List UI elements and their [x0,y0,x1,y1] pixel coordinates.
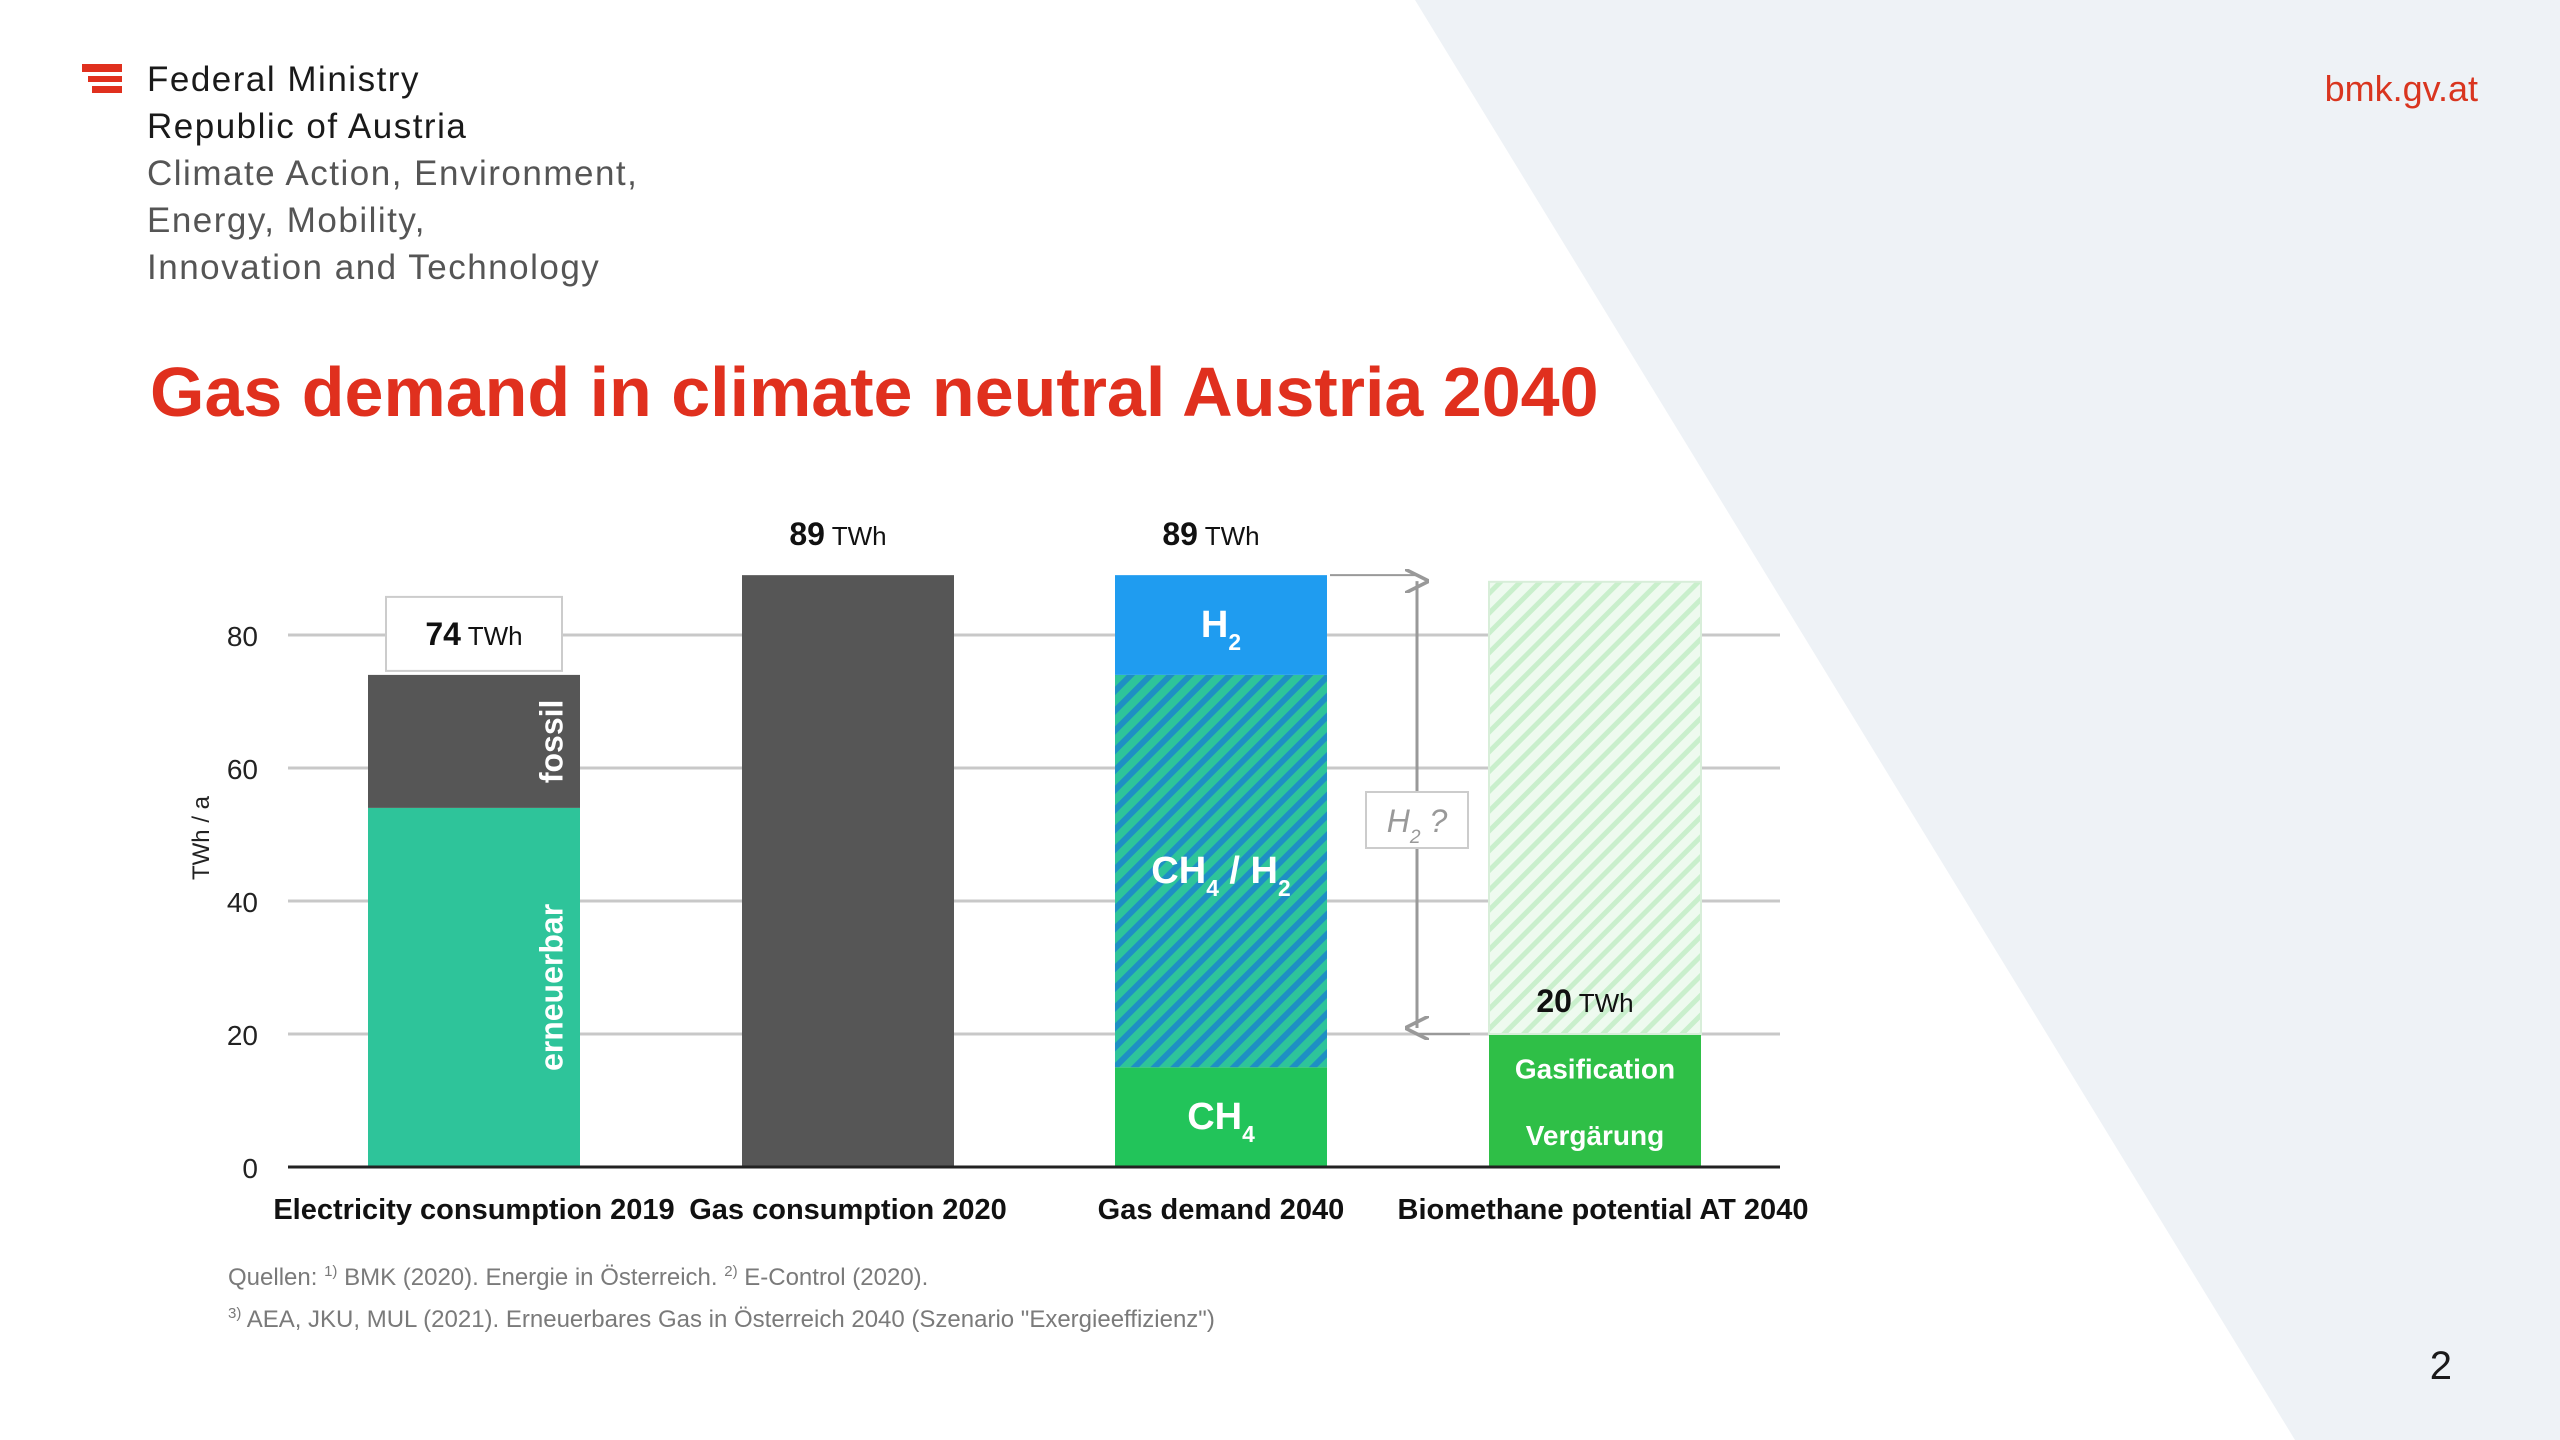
y-tick-label: 0 [242,1153,258,1184]
bar-segment [368,674,580,808]
site-link[interactable]: bmk.gv.at [2324,68,2478,109]
annotation-label: H2 ? [1387,803,1448,848]
y-tick-label: 20 [227,1020,258,1051]
total-label: 74 TWh [425,616,522,652]
total-label: 89 TWh [789,516,886,552]
ministry-name: Federal Ministry Republic of Austria Cli… [147,56,638,291]
source-text: AEA, JKU, MUL (2021). Erneuerbares Gas i… [241,1306,1215,1333]
total-label-box [385,595,563,672]
segment-label: H2 [1201,604,1241,655]
segment-label: CH4 / H2 [1151,850,1290,901]
source-text: E-Control (2020). [737,1264,929,1291]
background-shape [1415,0,2560,1440]
bar-segment [1488,580,1702,1035]
x-category-label: Gas demand 2040 [1098,1194,1345,1226]
bar-segment [1115,575,1327,675]
bar-segment [1489,1034,1701,1101]
y-tick-label: 80 [227,621,258,652]
segment-label: CH4 [1187,1096,1255,1147]
segment-label: Vergärung [1526,1120,1664,1151]
y-tick-label: 60 [227,754,258,785]
annotation-box [1365,791,1469,849]
segment-label: Gasification [1515,1053,1675,1084]
footnote-marker: 1) [324,1263,338,1280]
sources-prefix: Quellen: [228,1264,325,1291]
sources-line-2: 3) AEA, JKU, MUL (2021). Erneuerbares Ga… [228,1296,1215,1338]
x-category-label: Biomethane potential AT 2040 [1398,1194,1809,1226]
bar-segment [742,575,954,1167]
sources-note: Quellen: 1) BMK (2020). Energie in Öster… [228,1254,1215,1338]
ministry-line-1: Federal Ministry [147,60,420,99]
bar-segment [1115,674,1327,1068]
footnote-marker: 3) [228,1305,242,1322]
ministry-line-2: Republic of Austria [147,107,468,146]
segment-label: erneuerbar [533,904,569,1071]
total-label: 20 TWh [1536,983,1633,1019]
bar-segment [368,807,580,1167]
ministry-line-5: Innovation and Technology [147,248,601,287]
footnote-marker: 2) [724,1263,738,1280]
y-axis-label: TWh / a [188,795,215,880]
bar-segment [1115,1067,1327,1167]
x-category-label: Electricity consumption 2019 [273,1194,674,1226]
sources-line-1: Quellen: 1) BMK (2020). Energie in Öster… [228,1254,1215,1296]
x-category-label: Gas consumption 2020 [689,1194,1007,1226]
total-label: 89 TWh [1162,516,1259,552]
slide-title: Gas demand in climate neutral Austria 20… [150,353,1599,431]
ministry-line-3: Climate Action, Environment, [147,154,639,193]
y-tick-label: 40 [227,887,258,918]
ministry-line-4: Energy, Mobility, [147,201,427,240]
source-text: BMK (2020). Energie in Österreich. [337,1264,725,1291]
austria-flag-icon [82,64,122,93]
segment-label: fossil [533,700,569,784]
bar-segment [1489,1100,1701,1167]
page-number: 2 [2429,1344,2452,1388]
